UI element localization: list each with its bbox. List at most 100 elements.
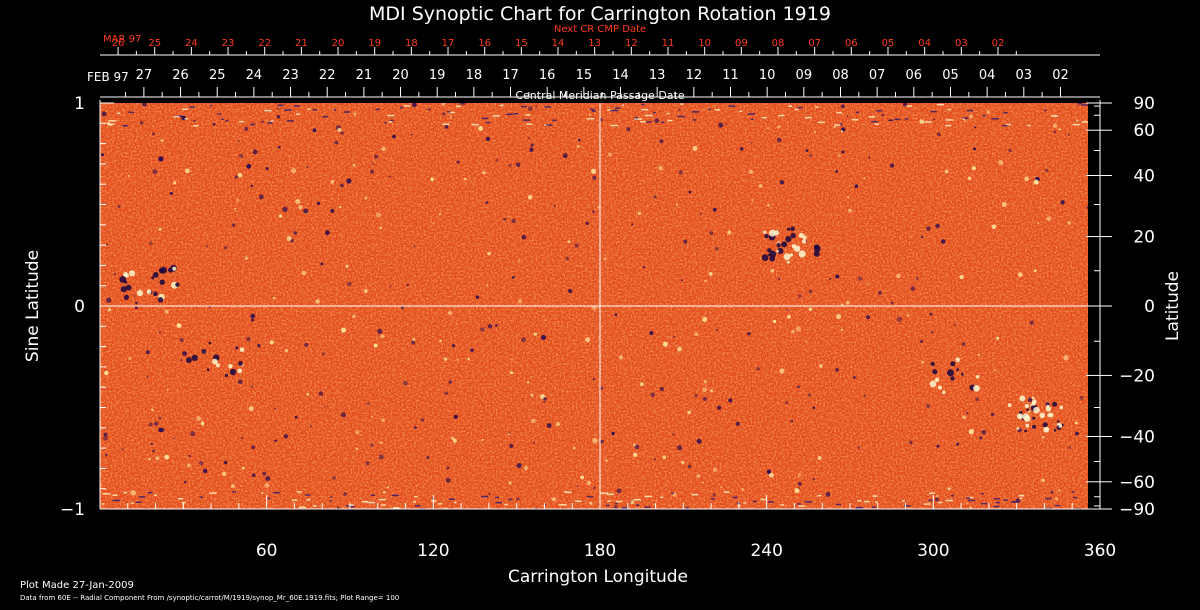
magnetic-feature: [146, 375, 149, 378]
polar-noise: [635, 504, 640, 506]
polar-noise: [1073, 496, 1077, 499]
magnetic-feature: [1052, 123, 1058, 128]
magnetic-feature: [1068, 446, 1072, 449]
magnetic-feature: [809, 154, 813, 158]
cmp-date-label: 16: [539, 68, 556, 83]
magnetic-feature: [708, 272, 713, 276]
polar-noise: [544, 106, 551, 108]
cmp-date-label: 17: [502, 68, 519, 83]
magnetic-feature: [968, 429, 974, 435]
polar-noise: [660, 496, 664, 498]
next-date-label: 18: [405, 38, 418, 49]
magnetic-feature: [712, 207, 717, 212]
magnetic-feature: [158, 416, 162, 420]
magnetic-feature: [283, 434, 289, 439]
polar-noise: [361, 501, 369, 503]
magnetic-feature: [200, 421, 205, 426]
magnetic-feature: [577, 145, 580, 148]
magnetic-feature: [324, 406, 327, 408]
magnetic-feature: [929, 312, 933, 316]
polar-noise: [962, 118, 965, 120]
magnetic-feature: [840, 328, 844, 332]
magnetic-feature: [592, 175, 597, 180]
magnetic-feature: [1033, 269, 1037, 273]
polar-noise: [1081, 121, 1088, 123]
magnetic-feature: [149, 241, 153, 245]
active-region-spot: [157, 297, 164, 303]
magnetic-feature: [662, 455, 667, 460]
magnetic-feature: [720, 486, 723, 488]
polar-noise: [333, 109, 337, 111]
magnetic-feature: [188, 454, 191, 458]
magnetic-feature: [286, 236, 292, 241]
polar-noise: [904, 118, 909, 120]
magnetic-feature: [159, 331, 161, 334]
y-lat-tick-label: −20: [1119, 366, 1155, 386]
magnetic-feature: [694, 332, 699, 336]
magnetic-feature: [715, 246, 719, 251]
magnetic-feature: [650, 392, 655, 398]
magnetic-feature: [509, 443, 514, 448]
polar-noise: [797, 503, 801, 505]
active-region-spot: [206, 368, 210, 372]
magnetic-feature: [294, 415, 298, 419]
active-region-spot: [769, 255, 776, 262]
polar-noise: [1071, 491, 1075, 493]
polar-noise: [945, 499, 953, 502]
magnetic-feature: [518, 259, 521, 262]
polar-noise: [600, 492, 609, 494]
magnetic-feature: [979, 436, 983, 440]
magnetic-feature: [426, 456, 430, 460]
polar-noise: [1050, 115, 1059, 117]
polar-noise: [761, 116, 767, 119]
polar-noise: [855, 506, 864, 509]
magnetic-feature: [681, 460, 685, 465]
polar-noise: [534, 507, 538, 509]
magnetic-feature: [184, 480, 187, 484]
magnetic-feature: [981, 429, 987, 435]
active-region-spot: [120, 286, 127, 293]
y-lat-tick-label: 0: [1144, 297, 1155, 317]
magnetic-feature: [696, 474, 701, 478]
active-region-spot: [215, 363, 220, 368]
magnetic-feature: [420, 418, 425, 422]
magnetic-feature: [152, 449, 156, 453]
magnetic-feature: [975, 397, 979, 401]
polar-noise: [1044, 109, 1047, 112]
magnetic-feature: [574, 243, 579, 248]
active-region-spot: [146, 289, 152, 295]
active-region-spot: [934, 377, 940, 383]
magnetic-feature: [990, 412, 995, 417]
magnetic-feature: [562, 153, 568, 159]
magnetic-feature: [439, 339, 442, 343]
magnetic-feature: [906, 314, 910, 317]
polar-noise: [270, 120, 274, 122]
magnetic-feature: [205, 245, 208, 248]
magnetic-feature: [284, 349, 288, 352]
active-region-spot: [769, 250, 777, 258]
polar-noise: [871, 120, 878, 123]
magnetic-feature: [278, 214, 283, 218]
next-date-label: 09: [735, 38, 748, 49]
magnetic-feature: [527, 195, 533, 200]
magnetic-feature: [702, 396, 707, 401]
polar-noise: [210, 104, 213, 107]
polar-noise: [298, 506, 307, 509]
active-region-spot: [798, 232, 804, 238]
magnetic-feature: [298, 205, 303, 210]
magnetic-feature: [758, 184, 763, 188]
magnetic-feature: [556, 422, 560, 426]
active-region-spot: [1024, 403, 1030, 409]
polar-noise: [348, 504, 355, 506]
magnetic-feature: [662, 341, 668, 347]
next-month-label: MAR 97: [103, 34, 141, 45]
active-region-spot: [973, 385, 980, 392]
cmp-date-label: 06: [906, 68, 923, 83]
active-region-spot: [814, 244, 820, 250]
magnetic-feature: [795, 326, 802, 332]
magnetic-feature: [332, 476, 336, 480]
magnetic-feature: [580, 475, 585, 480]
magnetic-feature: [241, 466, 245, 470]
magnetic-feature: [158, 427, 163, 433]
